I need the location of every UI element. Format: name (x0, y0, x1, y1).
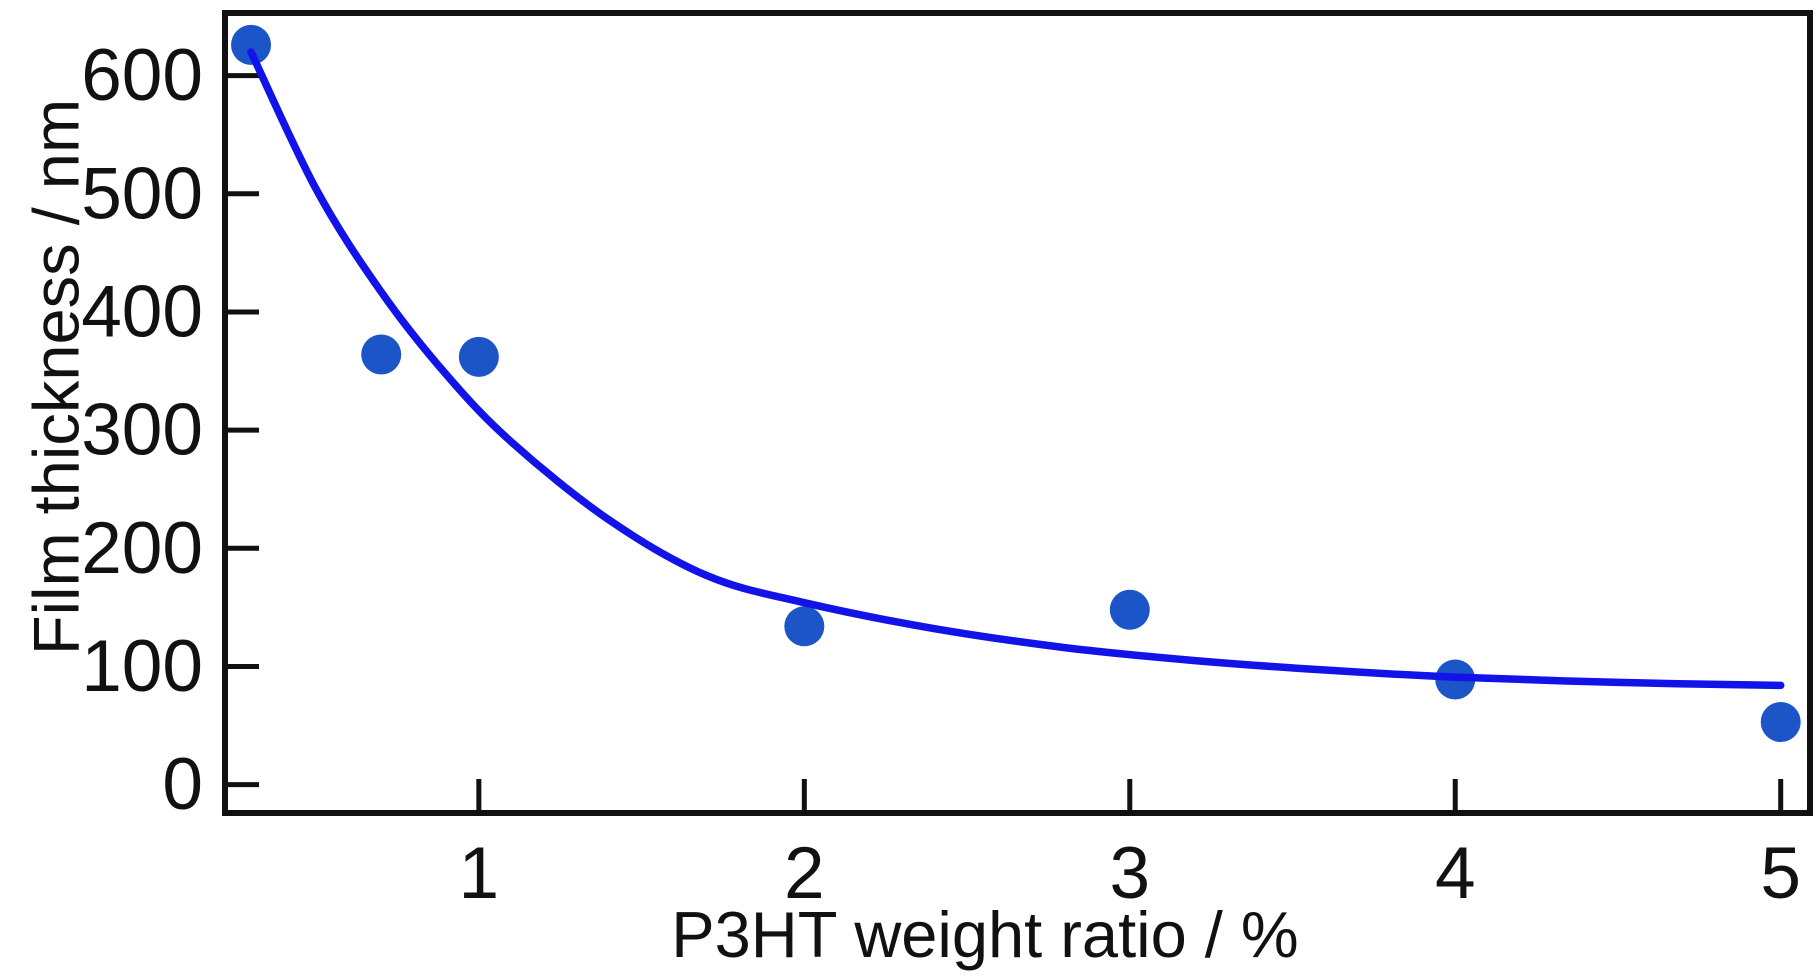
data-point (231, 24, 272, 65)
y-tick-label: 300 (81, 390, 203, 471)
y-tick-label: 500 (81, 153, 203, 234)
y-tick-label: 400 (81, 271, 203, 352)
fit-curve (247, 48, 1785, 690)
plot-border (222, 10, 1813, 816)
x-tick-label: 2 (784, 833, 825, 914)
data-point (784, 606, 825, 647)
y-tick-label: 0 (162, 744, 203, 825)
x-tick-label: 1 (459, 833, 500, 914)
y-tick-label: 200 (81, 508, 203, 589)
x-axis-title: P3HT weight ratio / % (671, 898, 1299, 971)
y-tick-label: 100 (81, 626, 203, 707)
x-tick-label: 3 (1109, 833, 1150, 914)
y-axis-title: Film thickness / nm (19, 98, 93, 656)
x-tick-label: 5 (1760, 833, 1801, 914)
data-point (361, 334, 402, 375)
x-tick-label: 4 (1435, 833, 1476, 914)
data-point (1760, 702, 1801, 743)
data-point (1109, 589, 1150, 630)
y-tick-label: 600 (81, 35, 203, 116)
data-point (458, 336, 499, 377)
